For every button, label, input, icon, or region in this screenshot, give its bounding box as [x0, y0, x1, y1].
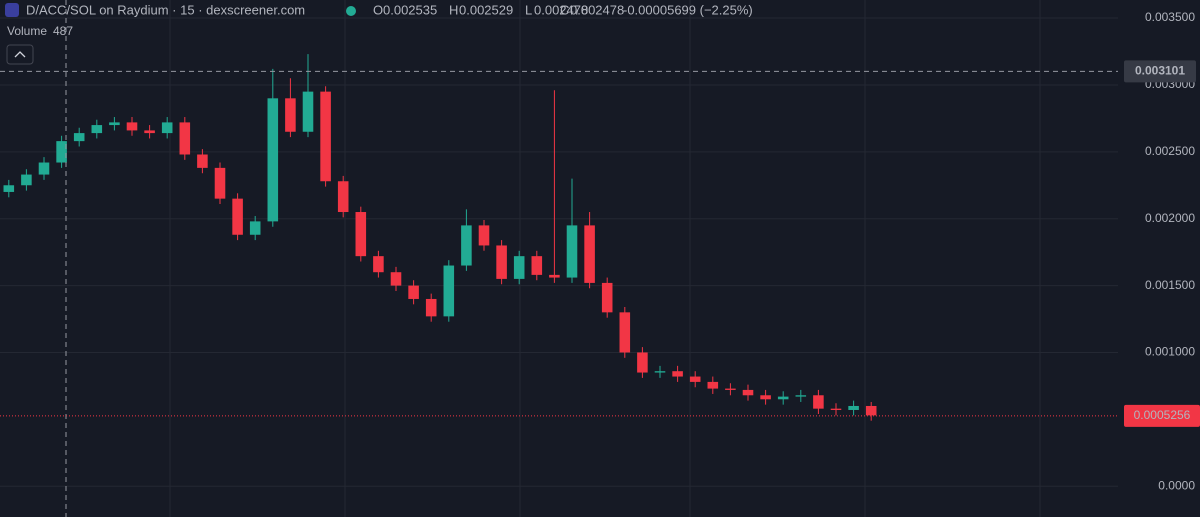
- legend-open-label: O: [373, 2, 383, 17]
- candle-body: [214, 167, 226, 199]
- candle-body: [38, 162, 50, 175]
- legend-high-value: 0.002529: [459, 2, 513, 17]
- status-dot: [346, 6, 356, 16]
- volume-label: Volume: [7, 24, 47, 38]
- candle-body: [197, 154, 208, 168]
- candle-body: [865, 405, 877, 416]
- candle-body: [830, 408, 842, 410]
- candle-body: [461, 225, 472, 266]
- candle-body: [496, 245, 507, 279]
- legend-close-value: 0.002478: [570, 2, 624, 17]
- legend-high-label: H: [449, 2, 458, 17]
- candle-body: [777, 396, 789, 400]
- candle-body: [478, 225, 490, 246]
- candle-body: [795, 395, 807, 397]
- candle-body: [161, 122, 173, 134]
- legend-change: -0.00005699 (−2.25%): [623, 2, 753, 17]
- candle-body: [109, 122, 120, 126]
- y-tick-label: 0.001000: [1145, 345, 1195, 359]
- candle-body: [232, 198, 243, 235]
- candle-body: [390, 272, 402, 286]
- candle-body: [443, 265, 455, 317]
- candle-body: [320, 91, 331, 182]
- candle-body: [73, 133, 85, 142]
- candle-body: [267, 98, 279, 222]
- last-price-label: 0.0005256: [1134, 408, 1191, 422]
- crosshair-price-label: 0.003101: [1135, 64, 1185, 78]
- candle-body: [707, 381, 719, 389]
- collapse-button[interactable]: [6, 44, 34, 65]
- candle-body: [285, 98, 296, 132]
- candle-body: [126, 122, 138, 131]
- candle-body: [566, 225, 578, 278]
- y-tick-label: 0.002500: [1145, 144, 1195, 158]
- candle-body: [742, 389, 754, 396]
- candle-body: [408, 285, 419, 299]
- last-price-box: [1124, 404, 1200, 427]
- candle-body: [848, 405, 859, 410]
- logo-icon: [5, 3, 19, 17]
- candle-body: [21, 174, 32, 186]
- candle-body: [725, 388, 736, 390]
- candle-body: [3, 185, 15, 192]
- candle-body: [813, 395, 824, 409]
- candle-body: [91, 125, 103, 134]
- legend-low-value: 0.002478: [534, 2, 588, 17]
- candle-body: [672, 371, 683, 377]
- collapse-icon: [14, 51, 26, 58]
- legend-open-value: 0.002535: [383, 2, 437, 17]
- candle-body: [355, 212, 367, 257]
- y-tick-label: 0.001500: [1145, 278, 1195, 292]
- candle-body: [689, 376, 701, 382]
- candle-body: [373, 256, 384, 273]
- candle-body: [760, 395, 771, 400]
- volume-value: 487: [53, 24, 73, 38]
- candle-body: [637, 352, 648, 373]
- candle-body: [601, 282, 613, 313]
- y-tick-label: 0.003500: [1145, 10, 1195, 24]
- candle-body: [584, 225, 595, 283]
- y-tick-label: 0.0000: [1158, 478, 1195, 492]
- y-tick-label: 0.002000: [1145, 211, 1195, 225]
- candle-body: [56, 141, 67, 163]
- candle-body: [144, 130, 155, 134]
- crosshair-price-box: [1124, 60, 1196, 83]
- candle-body: [654, 371, 666, 373]
- candle-body: [337, 181, 349, 213]
- candle-body: [531, 256, 543, 275]
- candle-body: [179, 122, 191, 155]
- candle-body: [513, 256, 525, 279]
- candle-body: [302, 91, 314, 132]
- chart-title: D/ACC/SOL on Raydium · 15 · dexscreener.…: [26, 2, 305, 17]
- candle-body: [549, 274, 560, 278]
- price-axis: [1118, 0, 1200, 517]
- legend-close-label: C: [560, 2, 569, 17]
- candle-body: [619, 312, 631, 353]
- candle-body: [425, 298, 437, 317]
- legend-low-label: L: [525, 2, 532, 17]
- plot: [0, 17, 1118, 487]
- candle-body: [249, 221, 261, 235]
